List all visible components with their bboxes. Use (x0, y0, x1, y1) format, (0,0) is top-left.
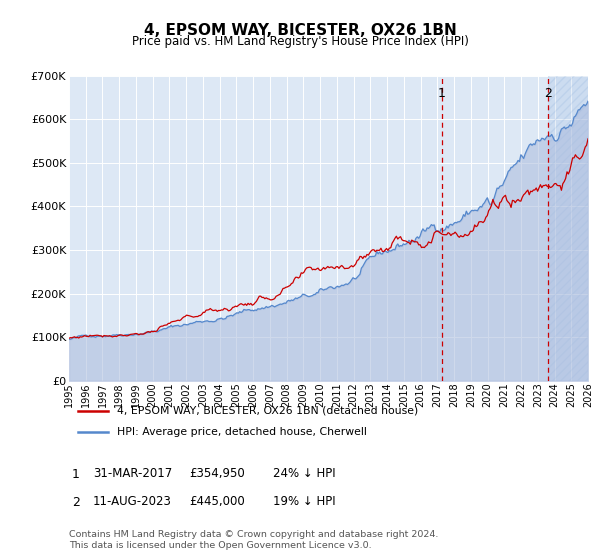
Text: £445,000: £445,000 (189, 494, 245, 508)
Text: Price paid vs. HM Land Registry's House Price Index (HPI): Price paid vs. HM Land Registry's House … (131, 35, 469, 49)
Text: 24% ↓ HPI: 24% ↓ HPI (273, 466, 335, 480)
Bar (548, 76, 588, 381)
Text: 2: 2 (544, 87, 552, 100)
Text: 1: 1 (71, 468, 80, 481)
Text: £354,950: £354,950 (189, 466, 245, 480)
Text: 11-AUG-2023: 11-AUG-2023 (93, 494, 172, 508)
Text: 2: 2 (71, 496, 80, 509)
Text: Contains HM Land Registry data © Crown copyright and database right 2024.: Contains HM Land Registry data © Crown c… (69, 530, 439, 539)
Text: This data is licensed under the Open Government Licence v3.0.: This data is licensed under the Open Gov… (69, 541, 371, 550)
Text: 4, EPSOM WAY, BICESTER, OX26 1BN: 4, EPSOM WAY, BICESTER, OX26 1BN (143, 24, 457, 38)
Text: 1: 1 (437, 87, 445, 100)
Text: HPI: Average price, detached house, Cherwell: HPI: Average price, detached house, Cher… (117, 427, 367, 437)
Text: 31-MAR-2017: 31-MAR-2017 (93, 466, 172, 480)
Text: 4, EPSOM WAY, BICESTER, OX26 1BN (detached house): 4, EPSOM WAY, BICESTER, OX26 1BN (detach… (117, 406, 418, 416)
Text: 19% ↓ HPI: 19% ↓ HPI (273, 494, 335, 508)
